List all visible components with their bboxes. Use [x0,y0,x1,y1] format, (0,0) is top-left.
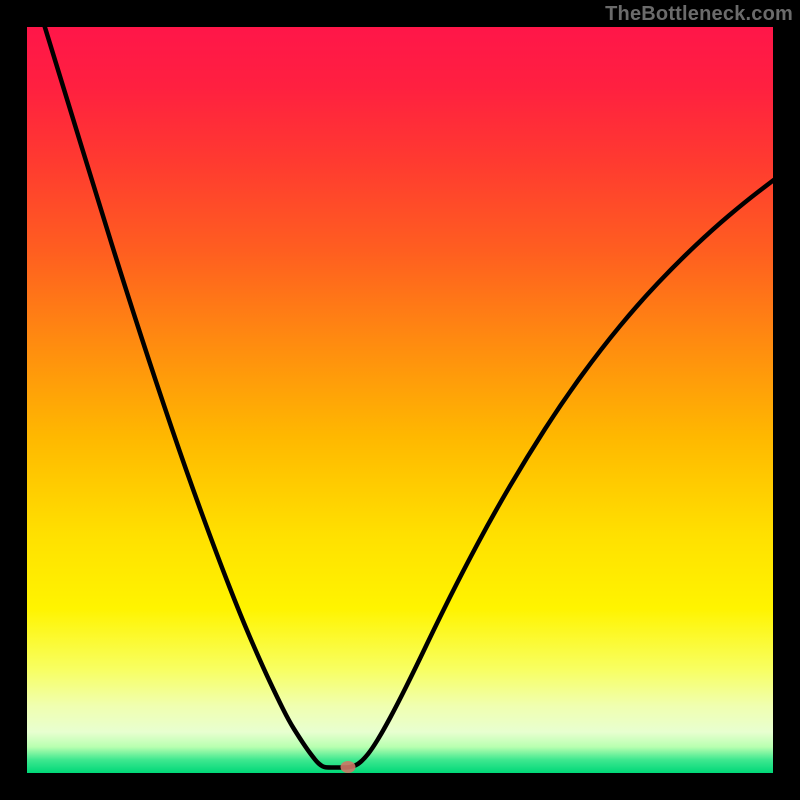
chart-frame: TheBottleneck.com [0,0,800,800]
plot-background [27,27,773,773]
watermark-text: TheBottleneck.com [605,3,793,26]
plot-area [27,27,773,773]
plot-svg [27,27,773,773]
optimal-point-marker [341,761,356,773]
